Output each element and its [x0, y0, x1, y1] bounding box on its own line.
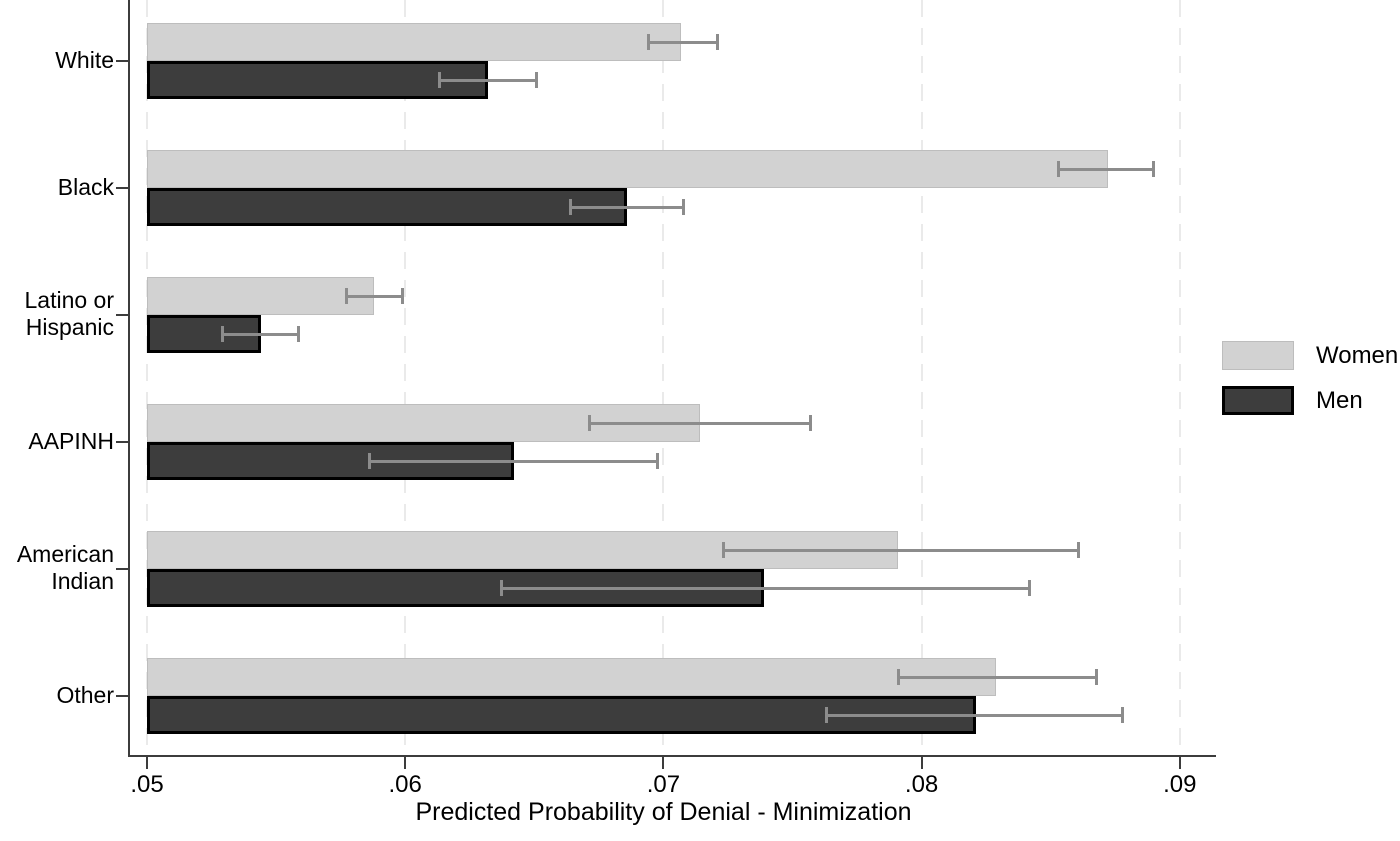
error-cap-high-men-latino-or-hispanic: [297, 326, 301, 342]
error-bar-men-white: [438, 78, 537, 82]
error-cap-low-women-aapinh: [587, 415, 591, 431]
error-cap-high-women-aapinh: [808, 415, 812, 431]
error-bar-women-white: [647, 40, 718, 44]
error-cap-high-men-other: [1120, 707, 1124, 723]
gridline-.07: [662, 0, 665, 755]
error-bar-men-aapinh: [369, 459, 659, 463]
bar-women-black: [147, 150, 1108, 188]
category-label-latino-or-hispanic: Latino or Hispanic: [24, 287, 114, 340]
error-bar-women-american-indian: [722, 548, 1080, 552]
category-label-american-indian: American Indian: [16, 541, 114, 594]
error-bar-women-aapinh: [588, 421, 811, 425]
error-cap-low-women-latino-or-hispanic: [344, 288, 348, 304]
error-cap-low-men-american-indian: [499, 580, 503, 596]
x-tick-label: .09: [1163, 771, 1197, 798]
error-cap-low-women-white: [646, 34, 650, 50]
x-tick-label: .08: [904, 771, 939, 798]
error-bar-women-latino-or-hispanic: [345, 294, 403, 298]
error-cap-low-men-latino-or-hispanic: [220, 326, 224, 342]
y-tick-white: [116, 60, 128, 62]
x-tick-.05: [146, 757, 148, 769]
category-label-aapinh: AAPINH: [28, 427, 114, 454]
x-tick-.09: [1178, 757, 1181, 769]
error-cap-high-men-black: [682, 199, 686, 215]
error-cap-high-women-latino-or-hispanic: [400, 288, 404, 304]
bar-women-white: [147, 23, 682, 61]
bar-men-white: [147, 61, 488, 99]
x-tick-label: .06: [388, 771, 422, 798]
legend-swatch-women: [1222, 341, 1294, 370]
x-tick-.08: [920, 757, 923, 769]
error-bar-men-black: [570, 205, 685, 209]
y-tick-american-indian: [116, 568, 128, 570]
y-tick-latino-or-hispanic: [116, 314, 128, 316]
error-cap-low-men-white: [437, 72, 441, 88]
error-cap-low-men-black: [569, 199, 573, 215]
x-tick-.07: [662, 757, 665, 769]
legend-swatch-men: [1222, 386, 1294, 415]
error-bar-men-latino-or-hispanic: [221, 332, 300, 336]
error-cap-low-women-american-indian: [721, 542, 725, 558]
category-label-white: White: [55, 46, 114, 73]
error-cap-high-men-aapinh: [656, 453, 660, 469]
bar-women-other: [147, 658, 997, 696]
y-axis-line: [128, 0, 130, 757]
y-tick-black: [116, 187, 128, 189]
error-bar-men-american-indian: [500, 586, 1031, 590]
y-tick-other: [116, 695, 128, 697]
error-cap-high-women-black: [1151, 161, 1155, 177]
x-tick-label: .07: [646, 771, 681, 798]
legend-label-men: Men: [1316, 387, 1363, 414]
error-bar-women-black: [1058, 167, 1154, 171]
category-label-other: Other: [56, 681, 114, 708]
error-cap-high-women-other: [1095, 669, 1099, 685]
y-tick-aapinh: [116, 441, 128, 443]
category-label-black: Black: [57, 173, 114, 200]
error-cap-low-women-black: [1057, 161, 1061, 177]
error-cap-high-women-american-indian: [1077, 542, 1081, 558]
x-tick-label: .05: [130, 771, 164, 798]
error-cap-high-men-american-indian: [1028, 580, 1032, 596]
error-cap-low-men-other: [825, 707, 829, 723]
gridline-.09: [1178, 0, 1181, 755]
x-tick-.06: [404, 757, 407, 769]
error-cap-high-men-white: [534, 72, 538, 88]
error-bar-women-other: [898, 675, 1098, 679]
gridline-.08: [920, 0, 923, 755]
bar-men-black: [147, 188, 628, 226]
bar-women-latino-or-hispanic: [147, 277, 375, 315]
gridline-.06: [404, 0, 407, 755]
x-axis-line: [128, 755, 1216, 757]
gridline-.05: [146, 0, 148, 755]
x-axis-title: Predicted Probability of Denial - Minimi…: [415, 798, 912, 826]
error-cap-high-women-white: [715, 34, 719, 50]
error-cap-low-women-other: [897, 669, 901, 685]
error-cap-low-men-aapinh: [368, 453, 372, 469]
error-bar-men-other: [826, 713, 1123, 717]
legend-label-women: Women: [1316, 342, 1399, 369]
